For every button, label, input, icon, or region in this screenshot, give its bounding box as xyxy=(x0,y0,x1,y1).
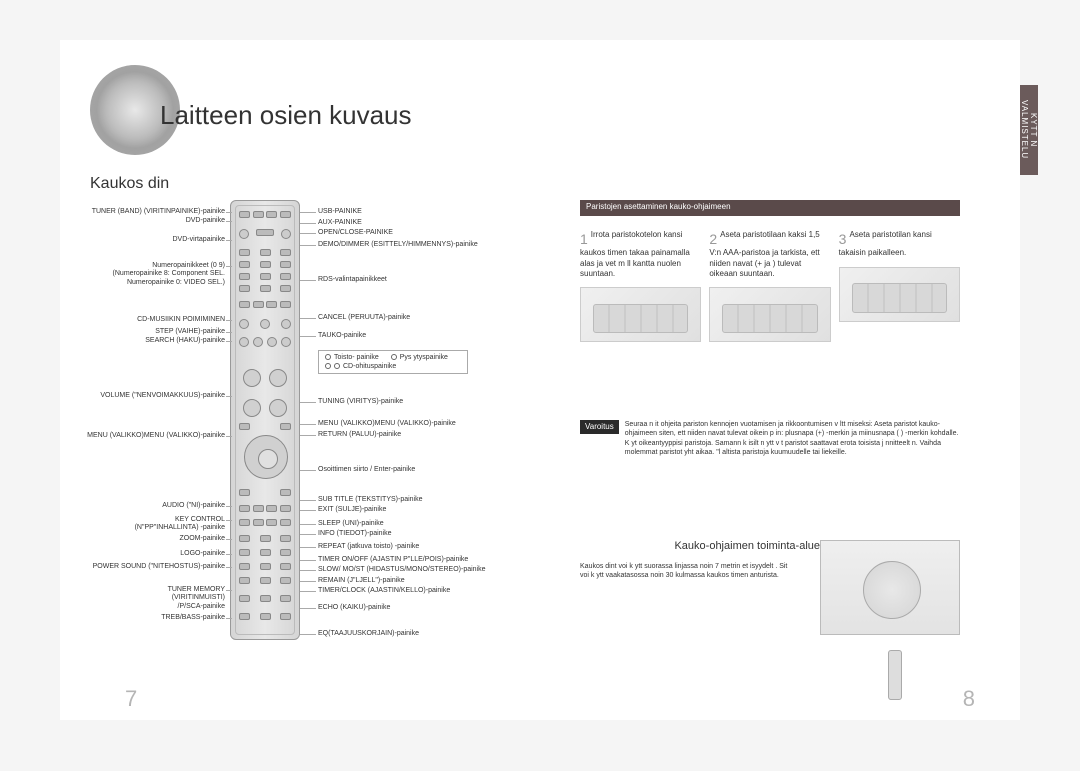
remote-label-left: VOLUME ("NENVOIMAKKUUS)-painike xyxy=(60,392,225,400)
remote-label-right: SLEEP (UNI)-painike xyxy=(318,520,528,528)
remote-label-right: MENU (VALIKKO)MENU (VALIKKO)-painike xyxy=(318,420,528,428)
remote-label-left: AUDIO ("NI)-painike xyxy=(60,502,225,510)
remote-label-right: ECHO (KAIKU)-painike xyxy=(318,604,528,612)
remote-label-left: KEY CONTROL (N"PP"INHALLINTA) -painike xyxy=(60,516,225,533)
step-1: 1Irrota paristokotelon kansi kaukos time… xyxy=(580,230,701,342)
range-text: Kaukos dint voi k ytt suorassa linjassa … xyxy=(580,562,795,580)
remote-label-right: AUX-PAINIKE xyxy=(318,219,528,227)
remote-body xyxy=(230,200,300,640)
step-number: 2 xyxy=(709,230,717,248)
playback-callout: Toisto- painike Pys ytyspainike CD-ohitu… xyxy=(318,350,468,374)
remote-label-left: TUNER MEMORY (VIRITINMUISTI) /P/SCA-pain… xyxy=(60,586,225,611)
battery-section-header: Paristojen asettaminen kauko-ohjaimeen xyxy=(580,200,960,216)
step-text: Irrota paristokotelon kansi kaukos timen… xyxy=(580,230,690,278)
remote-small-illustration xyxy=(888,650,902,700)
remote-label-left: MENU (VALIKKO)MENU (VALIKKO)-painike xyxy=(60,432,225,440)
remote-label-right: OPEN/CLOSE-PAINIKE xyxy=(318,229,528,237)
section-tab: KYTT N VALMISTELU xyxy=(1020,85,1038,175)
remote-diagram: TUNER (BAND) (VIRITINPAINIKE)-painikeDVD… xyxy=(60,200,540,680)
remote-label-right: TIMER/CLOCK (AJASTIN/KELLO)-painike xyxy=(318,587,528,595)
remote-label-right: Osoittimen siirto / Enter-painike xyxy=(318,466,528,474)
step-illustration xyxy=(839,267,960,322)
remote-label-right: SUB TITLE (TEKSTITYS)-painike xyxy=(318,496,528,504)
remote-label-right: TIMER ON/OFF (AJASTIN P"LLE/POIS)-painik… xyxy=(318,556,528,564)
remote-label-left: DVD-painike xyxy=(60,217,225,225)
remote-label-right: REPEAT (jatkuva toisto) -painike xyxy=(318,543,528,551)
warning-text: Seuraa n it ohjeita pariston kennojen vu… xyxy=(625,420,960,458)
remote-label-right: RDS-valintapainikkeet xyxy=(318,276,528,284)
manual-spread: KYTT N VALMISTELU Laitteen osien kuvaus … xyxy=(60,40,1020,720)
remote-label-right: EXIT (SULJE)-painike xyxy=(318,506,528,514)
step-illustration xyxy=(709,287,830,342)
page-number-right: 8 xyxy=(963,686,975,712)
step-3: 3Aseta paristotilan kansi takaisin paika… xyxy=(839,230,960,342)
remote-label-right: REMAIN (J"LJELL")-painike xyxy=(318,577,528,585)
remote-label-left: TUNER (BAND) (VIRITINPAINIKE)-painike xyxy=(60,208,225,216)
remote-label-right: TAUKO-painike xyxy=(318,332,528,340)
step-number: 1 xyxy=(580,230,588,248)
remote-label-left: DVD-virtapainike xyxy=(60,236,225,244)
callout-play: Toisto- painike xyxy=(334,354,379,361)
battery-steps: 1Irrota paristokotelon kansi kaukos time… xyxy=(580,230,960,342)
warning-badge: Varoitus xyxy=(580,420,619,434)
range-heading: Kauko-ohjaimen toiminta-alue xyxy=(674,540,820,552)
remote-label-right: TUNING (VIRITYS)-painike xyxy=(318,398,528,406)
remote-label-right: USB-PAINIKE xyxy=(318,208,528,216)
warning-block: Varoitus Seuraa n it ohjeita pariston ke… xyxy=(580,420,960,458)
remote-label-left: Numeropainikkeet (0 9) (Numeropainike 8:… xyxy=(60,262,225,287)
device-front-illustration xyxy=(820,540,960,635)
page-number-left: 7 xyxy=(125,686,137,712)
remote-label-left: ZOOM-painike xyxy=(60,535,225,543)
step-illustration xyxy=(580,287,701,342)
callout-stop: Pys ytyspainike xyxy=(400,354,448,361)
remote-label-left: POWER SOUND ("NITEHOSTUS)-painike xyxy=(60,563,225,571)
page-title: Laitteen osien kuvaus xyxy=(160,100,412,131)
callout-skip: CD-ohituspainike xyxy=(343,363,396,370)
remote-label-left: LOGO-painike xyxy=(60,550,225,558)
remote-label-right: EQ(TAAJUUSKORJAIN)-painike xyxy=(318,630,528,638)
step-text: Aseta paristotilaan kaksi 1,5 V:n AAA-pa… xyxy=(709,230,819,278)
step-number: 3 xyxy=(839,230,847,248)
section-heading: Kaukos din xyxy=(90,175,169,193)
step-2: 2Aseta paristotilaan kaksi 1,5 V:n AAA-p… xyxy=(709,230,830,342)
remote-label-right: CANCEL (PERUUTA)-painike xyxy=(318,314,528,322)
remote-label-right: RETURN (PALUU)-painike xyxy=(318,431,528,439)
remote-label-left: STEP (VAIHE)-painike xyxy=(60,328,225,336)
remote-label-right: DEMO/DIMMER (ESITTELY/HIMMENNYS)-painike xyxy=(318,241,528,249)
remote-label-right: SLOW/ MO/ST (HIDASTUS/MONO/STEREO)-paini… xyxy=(318,566,528,574)
remote-label-left: TREB/BASS-painike xyxy=(60,614,225,622)
remote-label-right: INFO (TIEDOT)-painike xyxy=(318,530,528,538)
remote-label-left: SEARCH (HAKU)-painike xyxy=(60,337,225,345)
step-text: Aseta paristotilan kansi takaisin paikal… xyxy=(839,230,932,257)
remote-label-left: CD-MUSIIKIN POIMIMINEN xyxy=(60,316,225,324)
